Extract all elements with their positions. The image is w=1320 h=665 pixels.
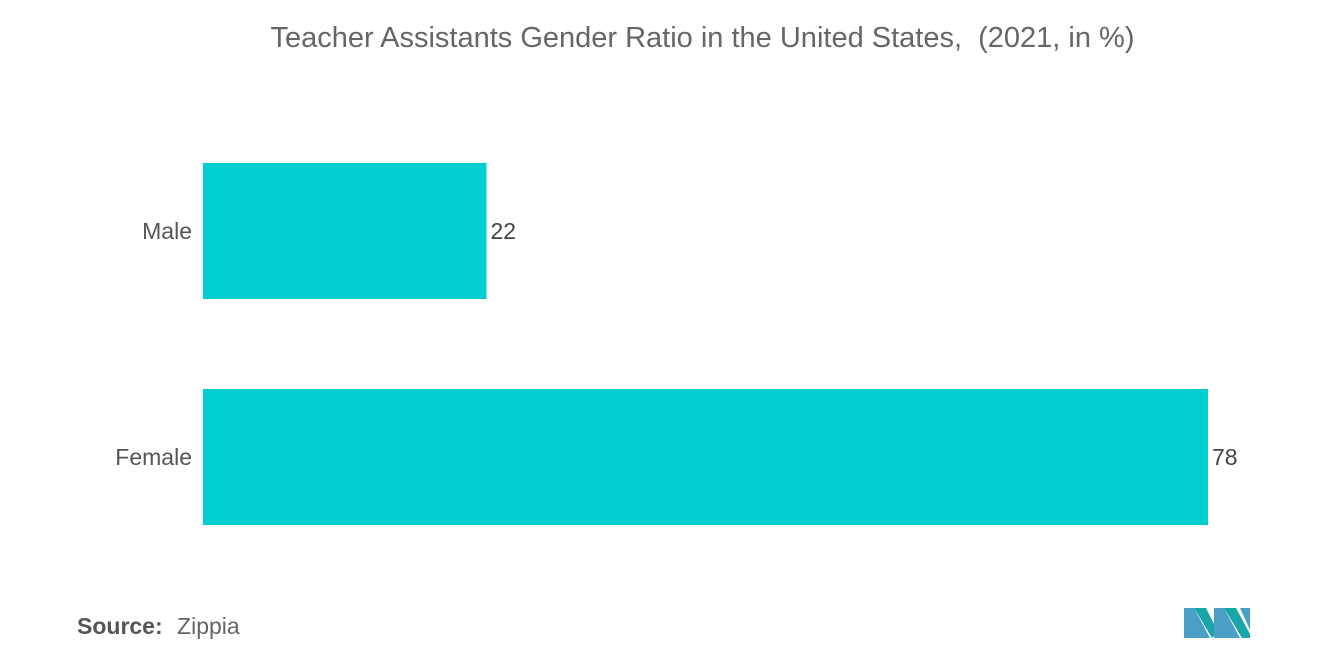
source-label: Source: [77, 613, 163, 639]
chart-title: Teacher Assistants Gender Ratio in the U… [270, 22, 1135, 54]
bar-male [203, 163, 487, 299]
source-note: Source: Zippia [77, 613, 240, 640]
source-value: Zippia [177, 613, 240, 639]
value-label-female: 78 [1212, 444, 1238, 470]
mordor-intelligence-logo-icon [1184, 608, 1250, 638]
value-label-male: 22 [490, 218, 516, 244]
bar-female [203, 389, 1208, 525]
category-label-female: Female [115, 444, 192, 470]
category-label-male: Male [142, 218, 192, 244]
